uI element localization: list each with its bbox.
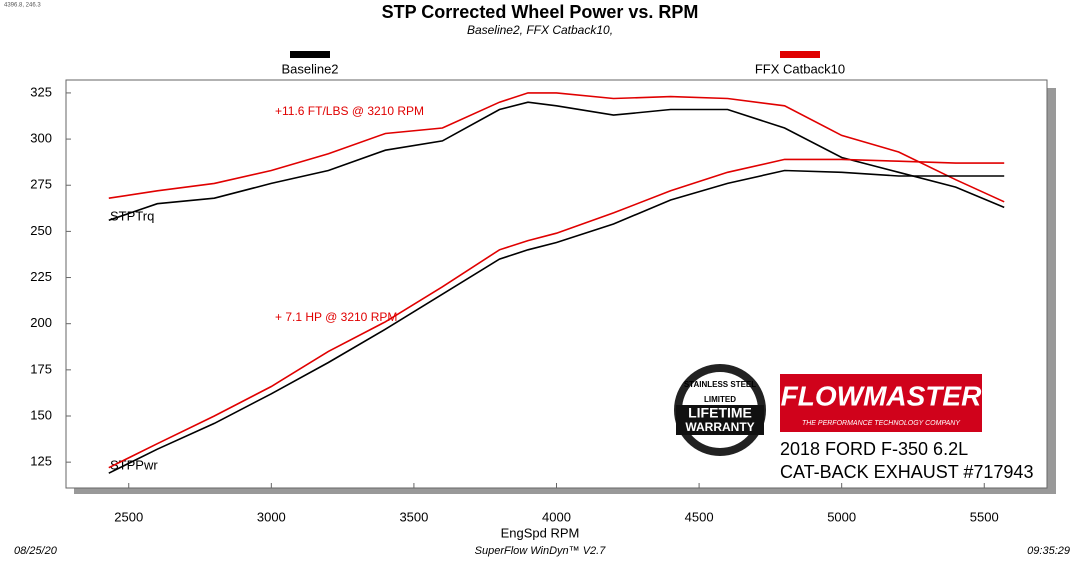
cursor-readout: 4396.8, 246.3 xyxy=(4,3,41,9)
badge-text: STAINLESS STEEL xyxy=(684,380,756,389)
y-tick-label: 225 xyxy=(30,269,52,284)
curve-label: STPPwr xyxy=(110,457,158,472)
vehicle-text: 2018 FORD F-350 6.2L xyxy=(780,439,968,459)
brand-logo: FLOWMASTER THE PERFORMANCE TECHNOLOGY CO… xyxy=(780,374,982,432)
y-tick-label: 250 xyxy=(30,223,52,238)
y-tick-label: 150 xyxy=(30,407,52,422)
chart-subtitle: Baseline2, FFX Catback10, xyxy=(467,23,613,37)
x-tick-label: 5000 xyxy=(827,509,856,524)
line xyxy=(108,158,1005,469)
badge-text: LIFETIME xyxy=(688,405,752,421)
line xyxy=(108,169,1005,474)
line xyxy=(108,92,1005,203)
logo-tagline: THE PERFORMANCE TECHNOLOGY COMPANY xyxy=(802,420,961,427)
logo-box xyxy=(780,374,982,432)
y-tick-label: 200 xyxy=(30,315,52,330)
footer-time: 09:35:29 xyxy=(1027,545,1070,557)
x-tick-label: 4500 xyxy=(685,509,714,524)
x-tick-label: 4000 xyxy=(542,509,571,524)
y-tick-label: 125 xyxy=(30,454,52,469)
badge-text: WARRANTY xyxy=(685,420,754,434)
y-tick-label: 175 xyxy=(30,361,52,376)
y-tick-label: 325 xyxy=(30,84,52,99)
vehicle-text: CAT-BACK EXHAUST #717943 xyxy=(780,462,1033,482)
footer-software: SuperFlow WinDyn™ V2.7 xyxy=(475,545,607,557)
chart-title: STP Corrected Wheel Power vs. RPM xyxy=(382,2,699,22)
legend-label: FFX Catback10 xyxy=(755,61,845,76)
footer-date: 08/25/20 xyxy=(14,545,58,557)
x-tick-label: 3000 xyxy=(257,509,286,524)
logo-text: FLOWMASTER xyxy=(781,380,982,411)
y-tick-label: 275 xyxy=(30,177,52,192)
x-tick-label: 3500 xyxy=(399,509,428,524)
y-tick-label: 300 xyxy=(30,131,52,146)
badge-text: LIMITED xyxy=(704,395,736,404)
annotation: +11.6 FT/LBS @ 3210 RPM xyxy=(275,104,424,118)
legend-swatch xyxy=(290,51,330,58)
annotation: + 7.1 HP @ 3210 RPM xyxy=(275,310,397,324)
legend-swatch xyxy=(780,51,820,58)
badge-band xyxy=(676,405,764,435)
x-tick-label: 5500 xyxy=(970,509,999,524)
x-tick-label: 2500 xyxy=(114,509,143,524)
x-axis-label: EngSpd RPM xyxy=(501,525,580,540)
legend-label: Baseline2 xyxy=(281,61,338,76)
warranty-badge: STAINLESS STEEL LIMITED LIFETIME WARRANT… xyxy=(674,364,766,456)
curve-label: STPTrq xyxy=(110,208,154,223)
